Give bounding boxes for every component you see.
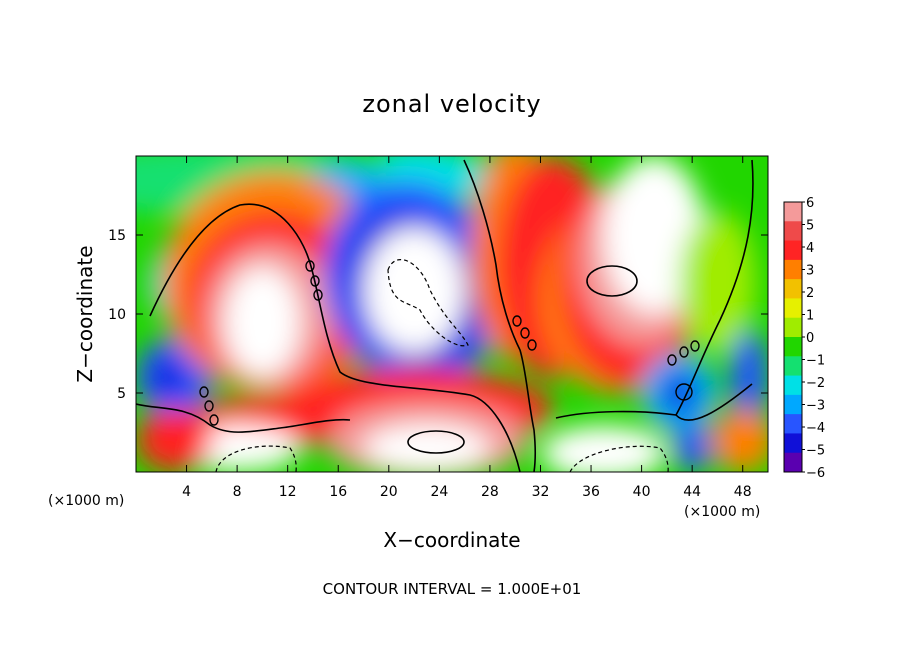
y-tick-label: 5 bbox=[117, 386, 126, 402]
x-tick-label: 12 bbox=[279, 484, 297, 500]
colorbar-swatch bbox=[784, 452, 802, 473]
colorbar-swatch bbox=[784, 317, 802, 338]
contour-zero-right-lower bbox=[555, 410, 677, 419]
field-region bbox=[711, 408, 768, 472]
colorbar-swatch bbox=[784, 394, 802, 415]
field-region bbox=[730, 329, 768, 425]
field-region bbox=[540, 425, 667, 472]
x-tick-label: 8 bbox=[233, 484, 242, 500]
x-axis-title: X−coordinate bbox=[383, 528, 520, 552]
contour-positive-bottom bbox=[407, 430, 465, 454]
x-tick-label: 36 bbox=[582, 484, 600, 500]
x-tick-label: 40 bbox=[633, 484, 651, 500]
colorbar-label: −6 bbox=[806, 466, 825, 481]
field-region bbox=[663, 373, 696, 413]
colorbar-swatch bbox=[784, 414, 802, 434]
colorbar: 6 5 4 3 2 1 0 −1 −2 −3 −4 −5 −6 bbox=[783, 196, 825, 481]
colorbar-swatch bbox=[784, 337, 802, 357]
colorbar-label: −1 bbox=[806, 354, 825, 369]
y-axis: 5 10 15 bbox=[108, 228, 768, 402]
colorbar-swatch bbox=[784, 375, 802, 396]
colorbar-swatch bbox=[784, 433, 802, 454]
x-tick-label: 20 bbox=[380, 484, 398, 500]
colorbar-label: −5 bbox=[806, 444, 825, 459]
colorbar-swatch bbox=[784, 259, 802, 280]
x-tick-label: 48 bbox=[734, 484, 752, 500]
field-region bbox=[151, 361, 184, 394]
field-region bbox=[224, 266, 301, 378]
field-region bbox=[603, 156, 705, 314]
contour-positive-right bbox=[586, 265, 638, 297]
y-tick-label: 10 bbox=[108, 307, 126, 323]
field-region bbox=[673, 424, 712, 472]
y-tick-label: 15 bbox=[108, 228, 126, 244]
field-region bbox=[363, 424, 490, 472]
contour-zero-lower bbox=[136, 403, 351, 433]
colorbar-label: −4 bbox=[806, 421, 825, 436]
colorbar-label: 6 bbox=[806, 196, 814, 211]
colorbar-swatch bbox=[784, 240, 802, 261]
colorbar-label: 2 bbox=[806, 286, 814, 301]
field-region bbox=[679, 211, 756, 354]
y-axis-title: Z−coordinate bbox=[73, 245, 97, 382]
colorbar-label: 5 bbox=[806, 219, 814, 234]
chart-title: zonal velocity bbox=[362, 90, 541, 118]
velocity-field bbox=[136, 156, 768, 472]
colorbar-swatch bbox=[784, 202, 802, 222]
colorbar-label: 0 bbox=[806, 331, 814, 346]
contour-lines bbox=[136, 159, 754, 472]
colorbar-swatch bbox=[784, 221, 802, 242]
x-tick-label: 28 bbox=[481, 484, 499, 500]
colorbar-label: 1 bbox=[806, 309, 814, 324]
colorbar-swatch bbox=[784, 279, 802, 299]
field-region bbox=[363, 227, 465, 354]
x-unit-label-right: (×1000 m) bbox=[684, 504, 760, 520]
plot-area bbox=[136, 156, 768, 472]
x-tick-label: 4 bbox=[182, 484, 191, 500]
x-tick-label: 24 bbox=[430, 484, 448, 500]
contour-interval-note: CONTOUR INTERVAL = 1.000E+01 bbox=[323, 580, 582, 598]
x-unit-label-left: (×1000 m) bbox=[48, 493, 124, 509]
colorbar-label: −2 bbox=[806, 376, 825, 391]
colorbar-swatch bbox=[784, 356, 802, 377]
colorbar-label: 4 bbox=[806, 241, 814, 256]
contour-zero-right bbox=[675, 159, 754, 421]
x-axis: 4 8 12 16 20 24 28 32 36 40 44 48 bbox=[182, 156, 752, 500]
contour-zero-center bbox=[463, 159, 536, 472]
field-region bbox=[136, 408, 212, 472]
contour-small-loops bbox=[199, 260, 700, 426]
x-tick-label: 44 bbox=[683, 484, 701, 500]
contour-zero-left bbox=[149, 203, 521, 472]
colorbar-label: −3 bbox=[806, 399, 825, 414]
colorbar-label: 3 bbox=[806, 264, 814, 279]
x-tick-label: 32 bbox=[532, 484, 550, 500]
contour-dashed bbox=[215, 259, 669, 472]
x-tick-label: 16 bbox=[329, 484, 347, 500]
colorbar-swatch bbox=[784, 298, 802, 319]
